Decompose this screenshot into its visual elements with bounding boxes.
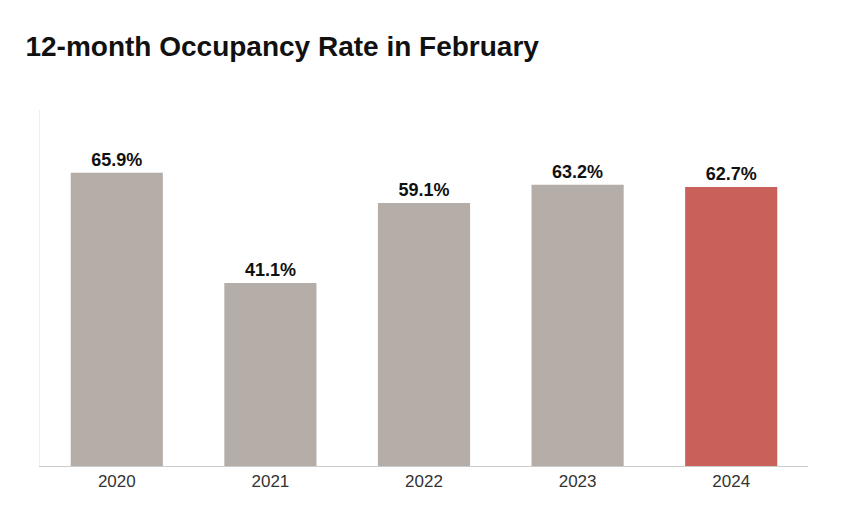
svg-text:12-month Occupancy Rate in Feb: 12-month Occupancy Rate in February [25, 31, 539, 62]
svg-text:2023: 2023 [559, 472, 597, 491]
svg-text:41.1%: 41.1% [245, 260, 296, 280]
svg-text:63.2%: 63.2% [552, 162, 603, 182]
svg-text:2020: 2020 [98, 472, 136, 491]
svg-text:2022: 2022 [405, 472, 443, 491]
svg-text:62.7%: 62.7% [706, 164, 757, 184]
svg-text:65.9%: 65.9% [91, 150, 142, 170]
svg-text:2021: 2021 [251, 472, 289, 491]
svg-text:59.1%: 59.1% [398, 180, 449, 200]
svg-text:2024: 2024 [712, 472, 750, 491]
